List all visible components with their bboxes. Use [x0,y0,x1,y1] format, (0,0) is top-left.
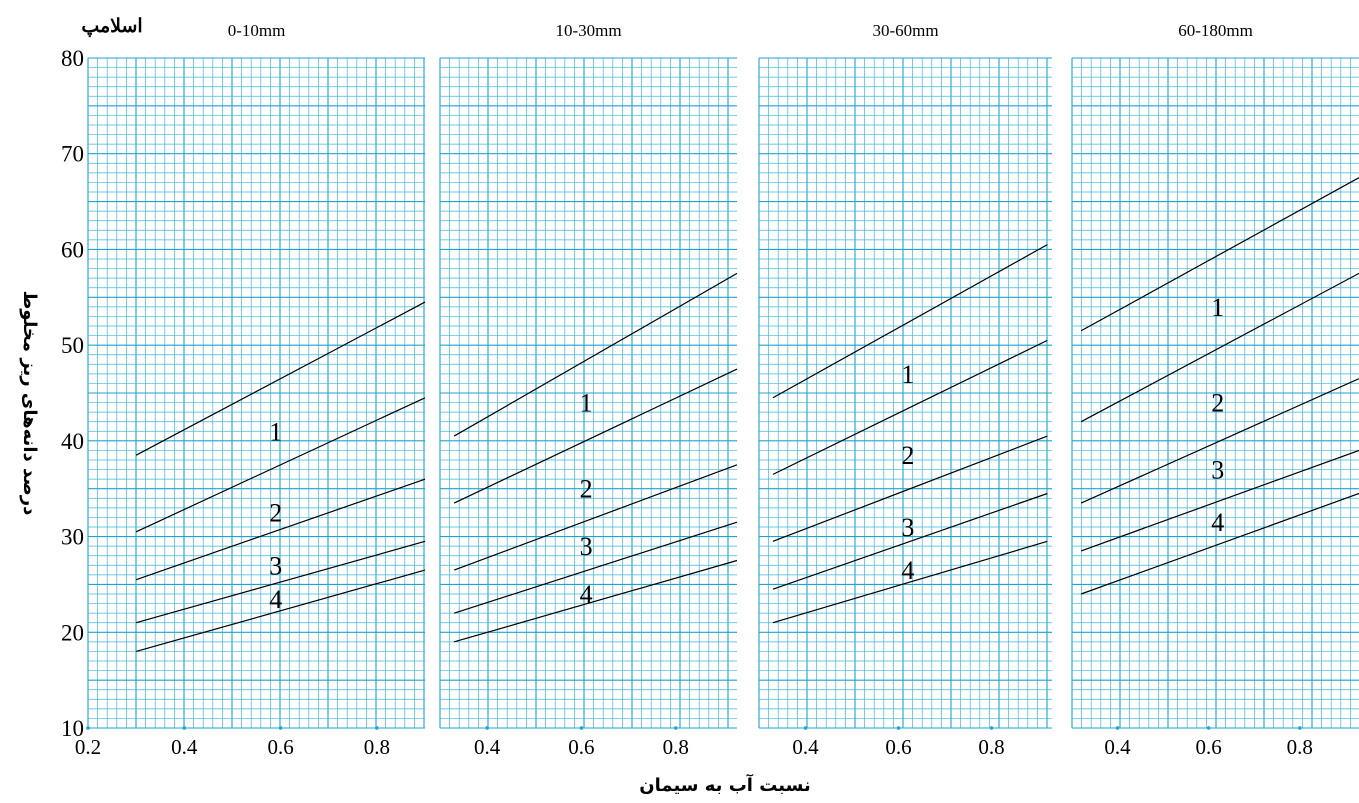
grid [439,57,737,729]
panel-title: 30-60mm [872,21,938,40]
series-line-3 [453,464,738,571]
series-line-5 [453,559,738,643]
series-label: 3 [580,532,593,561]
series-line-5 [135,569,426,653]
y-tick-label: 60 [61,237,84,262]
x-tick-dot [989,726,994,730]
panel-title: 60-180mm [1178,21,1253,40]
grid [87,57,425,729]
series-line-3 [1080,378,1359,504]
x-tick-dot [1115,726,1120,730]
x-tick-label: 0.6 [267,735,293,759]
panel-4: 60-180mm 1 2 3 4 0.4 0.6 0.8 [1071,21,1359,759]
series-line-4 [135,540,426,624]
series-line-3 [772,435,1048,542]
series-line-4 [1080,449,1359,552]
series-label: 4 [580,580,593,609]
x-axis-title: نسبت آب به سیمان [639,773,810,796]
x-tick-label: 0.6 [1196,735,1222,759]
panel-title: 10-30mm [555,21,621,40]
x-tick-dot [1206,726,1211,730]
series-line-3 [135,478,426,581]
y-tick-label: 40 [61,429,84,454]
x-tick-label: 0.8 [1287,735,1313,759]
x-tick-dot [1297,726,1302,730]
y-tick-label: 10 [61,716,84,741]
series-label: 4 [269,585,282,614]
x-tick-dot [278,726,283,730]
panel-3: 30-60mm 1 2 3 4 0.4 0.6 0.8 [758,21,1052,759]
series-label: 4 [901,556,914,585]
series-line-5 [1080,492,1359,595]
x-tick-dot [579,726,584,730]
series-line-2 [1080,272,1359,423]
series-label: 4 [1211,508,1224,537]
x-tick-label: 0.4 [1104,735,1131,759]
x-tick-label: 0.6 [568,735,594,759]
slump-corner-label: اسلامپ [81,16,142,37]
x-tick-label: 0.8 [364,735,390,759]
series-line-5 [772,540,1048,624]
series-line-1 [135,301,426,456]
y-tick-label: 80 [61,46,84,71]
panel-2: 10-30mm 1 2 3 4 0.4 0.6 0.8 [439,21,738,759]
y-tick-label: 30 [61,525,84,550]
x-tick-label: 0.6 [885,735,911,759]
x-tick-dot [86,726,90,730]
x-tick-dot [485,726,489,730]
series-label: 2 [269,499,282,528]
x-tick-dot [896,726,901,730]
x-tick-label: 0.4 [792,735,819,759]
series-line-1 [772,244,1048,399]
grid [1071,57,1359,729]
series-line-2 [453,368,738,504]
series-label: 3 [901,513,914,542]
x-tick-label: 0.8 [978,735,1004,759]
series-label: 3 [269,551,282,580]
panel-title: 0-10mm [228,21,286,40]
series-line-2 [772,339,1048,475]
x-tick-dot [182,726,187,730]
series-line-4 [772,492,1048,590]
series-label: 2 [580,475,593,504]
series-label: 2 [901,441,914,470]
x-tick-label: 0.4 [474,735,501,759]
series-label: 2 [1211,389,1224,418]
x-tick-label: 0.8 [663,735,689,759]
y-tick-label: 20 [61,620,84,645]
series-label: 1 [269,417,282,446]
x-tick-dot [673,726,678,730]
series-label: 3 [1211,456,1224,485]
series-label: 1 [580,389,593,418]
x-tick-dot [375,726,379,730]
series-line-4 [453,521,738,614]
series-label: 1 [901,360,914,389]
x-tick-label: 0.2 [75,735,101,759]
y-axis-title: درصد دانه‌های ریز مخلوط [19,291,40,516]
series-line-2 [135,397,426,533]
series-line-1 [453,272,738,437]
series-label: 1 [1211,293,1224,322]
series-line-1 [1080,177,1359,332]
grid [758,57,1052,729]
x-tick-label: 0.4 [171,735,198,759]
panel-1: 0-10mm 1 2 3 4 0.2 0.4 0.6 0.8 10 20 30 40 50 60 70 80 [61,21,426,759]
y-tick-label: 50 [61,333,84,358]
x-tick-dot [803,726,808,730]
y-tick-label: 70 [61,142,84,167]
